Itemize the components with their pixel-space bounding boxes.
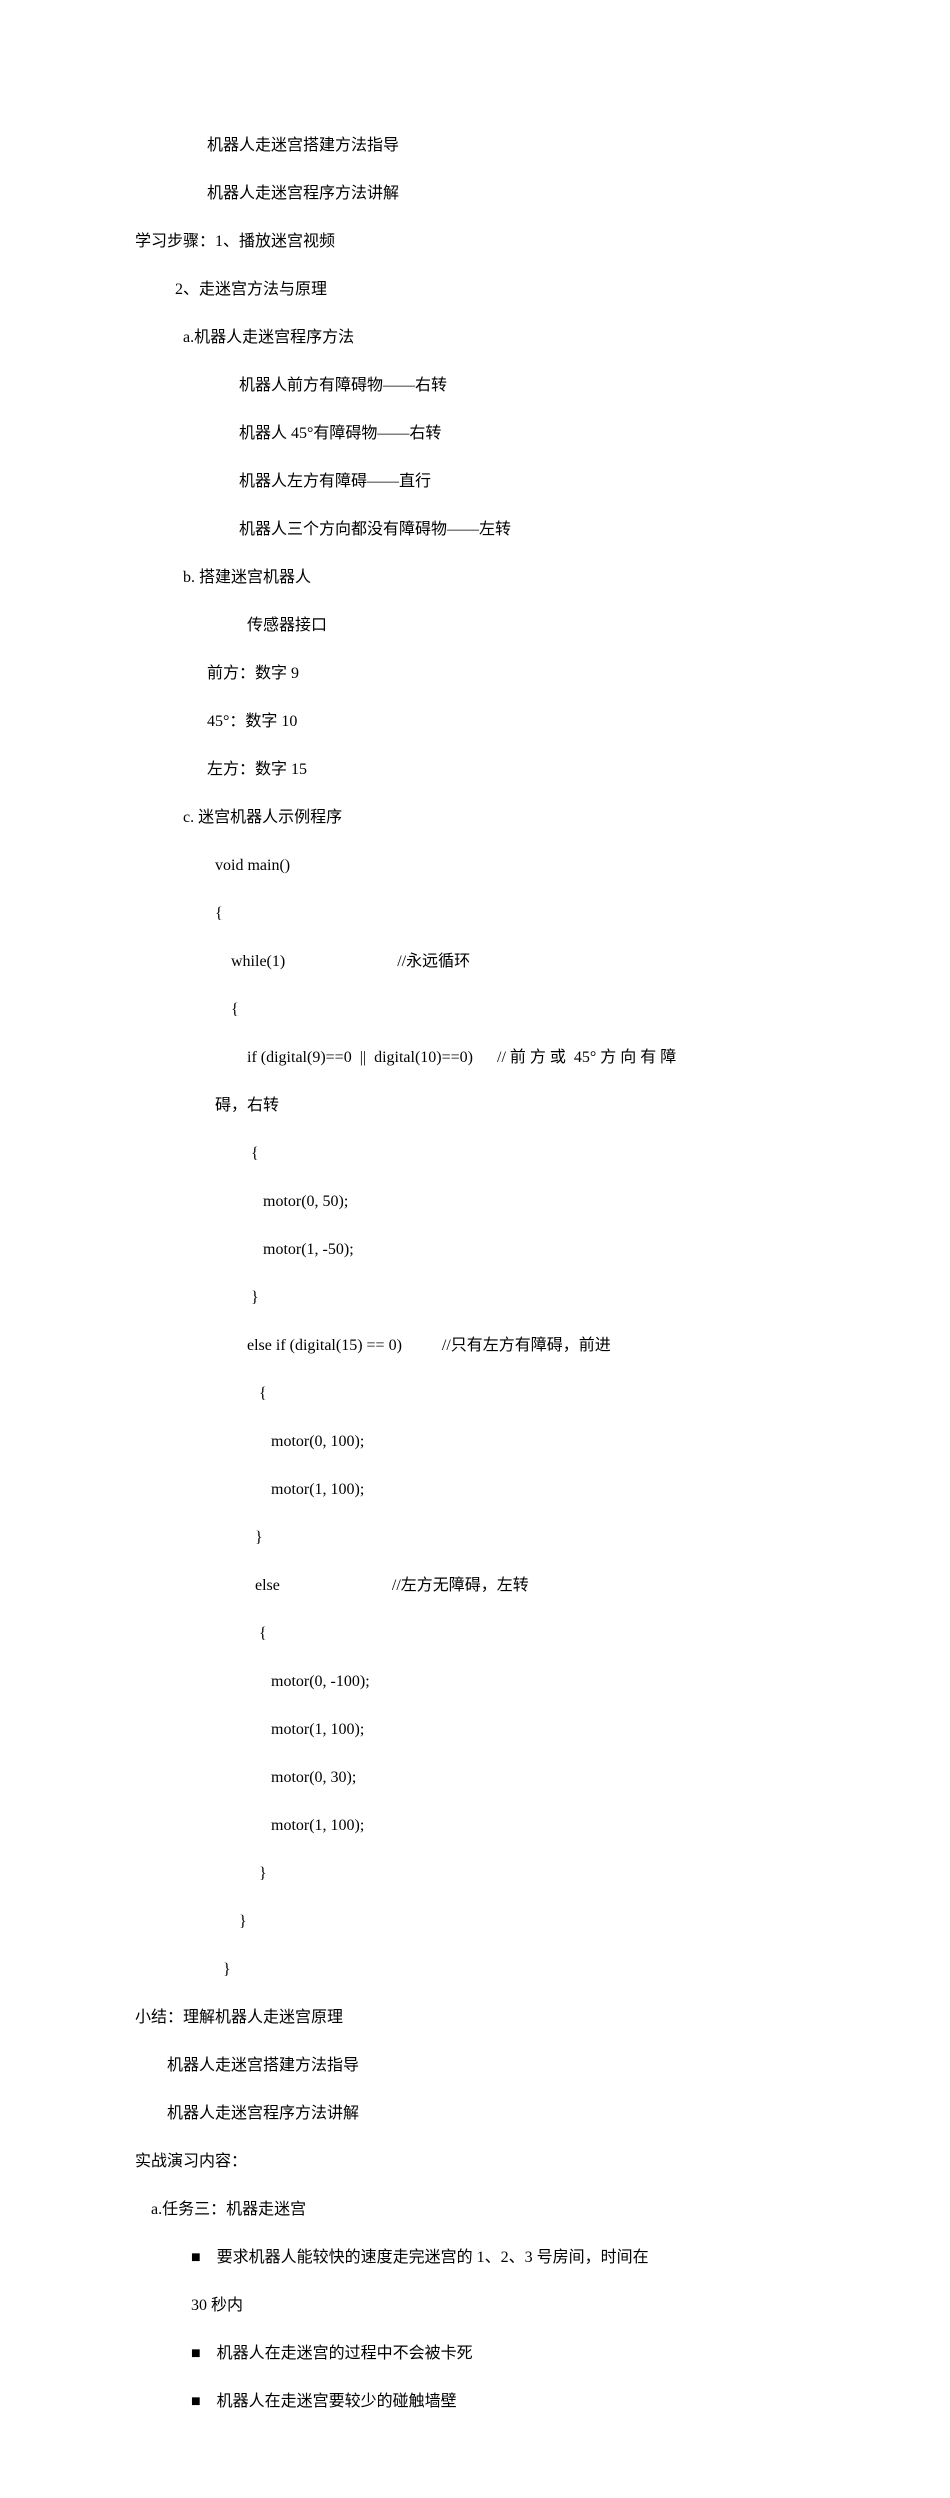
code-line: motor(0, -100); <box>135 1670 815 1694</box>
code-line: motor(0, 30); <box>135 1766 815 1790</box>
text-line: 机器人左方有障碍――直行 <box>135 470 815 494</box>
list-item: ■ 机器人在走迷宫的过程中不会被卡死 <box>135 2342 815 2366</box>
code-line: motor(1, 100); <box>135 1478 815 1502</box>
code-line: { <box>135 1142 815 1166</box>
code-line: if (digital(9)==0 || digital(10)==0) // … <box>135 1046 815 1070</box>
text-line: 30 秒内 <box>135 2294 815 2318</box>
list-item: ■ 要求机器人能较快的速度走完迷宫的 1、2、3 号房间，时间在 <box>135 2246 815 2270</box>
text-line: 机器人 45°有障碍物――右转 <box>135 422 815 446</box>
code-line: else if (digital(15) == 0) //只有左方有障碍，前进 <box>135 1334 815 1358</box>
text-line: 传感器接口 <box>135 614 815 638</box>
text-line: 实战演习内容： <box>135 2150 815 2174</box>
text-line: 机器人三个方向都没有障碍物――左转 <box>135 518 815 542</box>
code-line: { <box>135 1622 815 1646</box>
text-line: 机器人走迷宫程序方法讲解 <box>135 182 815 206</box>
text-line: 45°：数字 10 <box>135 710 815 734</box>
code-line: motor(0, 50); <box>135 1190 815 1214</box>
text-line: 左方：数字 15 <box>135 758 815 782</box>
code-line: motor(1, -50); <box>135 1238 815 1262</box>
text-line: 前方：数字 9 <box>135 662 815 686</box>
text-line: 机器人走迷宫程序方法讲解 <box>135 2102 815 2126</box>
text-line: b. 搭建迷宫机器人 <box>135 566 815 590</box>
text-line: 机器人前方有障碍物――右转 <box>135 374 815 398</box>
text-line: a.任务三：机器走迷宫 <box>135 2198 815 2222</box>
code-line: else //左方无障碍，左转 <box>135 1574 815 1598</box>
code-line: } <box>135 1526 815 1550</box>
text-line: c. 迷宫机器人示例程序 <box>135 806 815 830</box>
code-line: } <box>135 1910 815 1934</box>
code-line: { <box>135 1382 815 1406</box>
document-page: 机器人走迷宫搭建方法指导 机器人走迷宫程序方法讲解 学习步骤：1、播放迷宫视频 … <box>0 0 950 2498</box>
code-line: { <box>135 902 815 926</box>
code-line: { <box>135 998 815 1022</box>
code-line: void main() <box>135 854 815 878</box>
text-line: 机器人走迷宫搭建方法指导 <box>135 2054 815 2078</box>
code-line: while(1) //永远循环 <box>135 950 815 974</box>
list-item: ■ 机器人在走迷宫要较少的碰触墙壁 <box>135 2390 815 2414</box>
text-line: a.机器人走迷宫程序方法 <box>135 326 815 350</box>
code-line: motor(0, 100); <box>135 1430 815 1454</box>
code-line: motor(1, 100); <box>135 1814 815 1838</box>
text-line: 小结：理解机器人走迷宫原理 <box>135 2006 815 2030</box>
text-line: 学习步骤：1、播放迷宫视频 <box>135 230 815 254</box>
text-line: 机器人走迷宫搭建方法指导 <box>135 134 815 158</box>
code-line: 碍，右转 <box>135 1094 815 1118</box>
code-line: motor(1, 100); <box>135 1718 815 1742</box>
code-line: } <box>135 1958 815 1982</box>
text-line: 2、走迷宫方法与原理 <box>135 278 815 302</box>
code-line: } <box>135 1862 815 1886</box>
code-line: } <box>135 1286 815 1310</box>
